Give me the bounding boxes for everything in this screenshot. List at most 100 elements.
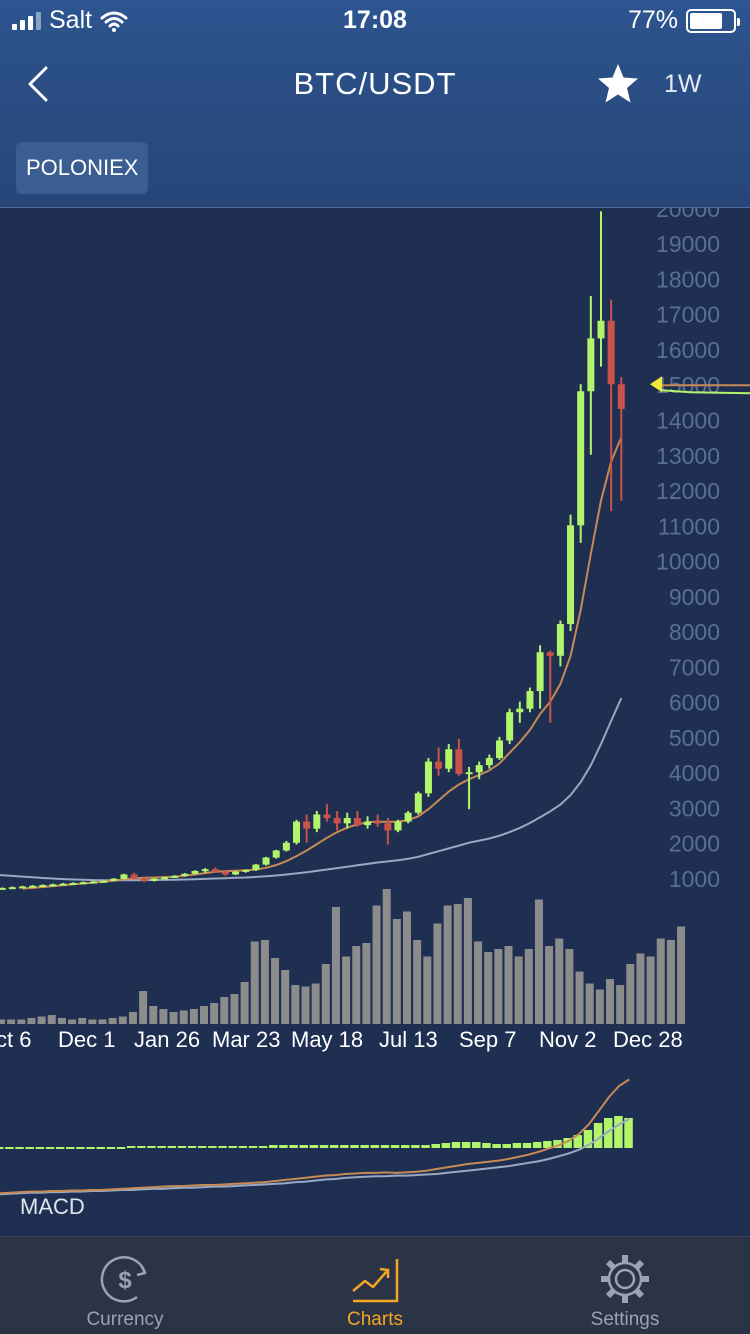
volume-bar — [656, 938, 665, 1024]
volume-bar — [271, 958, 280, 1024]
y-tick-label: 13000 — [656, 443, 720, 469]
chart-area[interactable]: 20000 19000 18000 17000 16000 15000 14000 13000… — [0, 208, 750, 1236]
volume-bar — [128, 1012, 137, 1024]
candle — [8, 886, 16, 890]
volume-bar — [545, 946, 554, 1024]
candle — [272, 849, 280, 859]
candle-body — [232, 871, 240, 875]
candle — [435, 747, 443, 776]
candle-body — [556, 624, 564, 656]
candle-body — [242, 869, 250, 872]
macd-histogram-bar — [482, 1143, 491, 1148]
tab-label-currency: Currency — [86, 1309, 164, 1330]
candle-body — [526, 691, 534, 709]
macd-histogram-bar — [96, 1147, 105, 1149]
candle-body — [120, 874, 128, 879]
candle-body — [404, 812, 412, 822]
gear-tooth — [634, 1288, 645, 1299]
exchange-selector[interactable]: POLONIEX — [16, 142, 149, 194]
macd-histogram-bar — [208, 1146, 217, 1148]
y-tick-label: 7000 — [669, 654, 720, 680]
macd-histogram-bar — [502, 1144, 511, 1148]
status-bar: Salt 17:08 77% — [0, 0, 750, 40]
volume-bar — [565, 949, 574, 1024]
candle — [110, 878, 118, 882]
macd-panel: MACD — [0, 1078, 633, 1219]
volume-bar — [17, 1019, 26, 1024]
macd-histogram-bar — [360, 1145, 369, 1148]
macd-histogram-bar — [289, 1145, 298, 1148]
candle-body — [262, 857, 270, 865]
macd-histogram-bar — [258, 1146, 268, 1148]
candle — [546, 650, 554, 723]
macd-histogram-bar — [299, 1145, 308, 1148]
volume-bar — [281, 970, 290, 1024]
candle — [171, 875, 179, 878]
y-axis: 2000019000180001700016000150001400013000… — [656, 208, 720, 892]
macd-histogram-bar — [563, 1138, 572, 1148]
gear-tooth — [605, 1259, 616, 1270]
macd-histogram-bar — [238, 1146, 248, 1148]
macd-histogram-bar — [350, 1145, 359, 1148]
volume-bar — [57, 1018, 66, 1024]
volume-bar — [260, 940, 269, 1024]
candle-body — [303, 821, 311, 829]
x-axis-label: Sep 7 — [459, 1027, 517, 1052]
candle-body — [364, 821, 372, 826]
candle — [18, 885, 26, 889]
y-tick-label: 6000 — [669, 690, 720, 716]
volume-bar — [78, 1018, 87, 1024]
macd-histogram-bar — [441, 1143, 451, 1148]
back-button[interactable] — [18, 62, 58, 106]
macd-histogram-bar — [401, 1145, 410, 1148]
tab-currency[interactable]: $ Currency — [0, 1237, 250, 1334]
macd-histogram-bar — [472, 1142, 481, 1148]
wifi-icon — [100, 11, 128, 32]
candle-body — [8, 887, 16, 890]
x-axis-label: Jan 26 — [134, 1027, 200, 1052]
volume-bar — [403, 911, 411, 1024]
candle — [567, 514, 575, 632]
tab-charts[interactable]: Charts — [250, 1237, 500, 1334]
candle-body — [191, 870, 199, 874]
volume-bar — [250, 941, 259, 1024]
candle — [29, 885, 37, 888]
volume-bar — [98, 1019, 107, 1024]
macd-histogram-bar — [248, 1146, 258, 1148]
macd-histogram-bar — [55, 1147, 65, 1149]
macd-histogram-bar — [86, 1147, 95, 1149]
battery-level — [690, 12, 723, 29]
period-selector[interactable]: 1W — [664, 70, 702, 98]
volume-bar — [677, 926, 686, 1024]
candle — [262, 856, 270, 866]
candle — [282, 840, 290, 852]
favorite-button[interactable] — [596, 62, 640, 106]
volume-bar — [291, 985, 300, 1024]
candle — [201, 868, 209, 873]
candle — [191, 870, 199, 875]
candle-body — [577, 391, 585, 526]
svg-text:$: $ — [118, 1267, 132, 1294]
volume-bar — [37, 1016, 46, 1024]
candle-body — [221, 871, 229, 875]
ma-fast-line — [22, 436, 623, 890]
price-marker — [650, 376, 750, 395]
candle-body — [384, 823, 392, 831]
signal-strength-icon — [12, 11, 41, 30]
y-tick-label: 9000 — [669, 584, 720, 610]
macd-histogram-bar — [187, 1146, 197, 1148]
price-chart[interactable]: 2000019000180001700016000150001400013000… — [0, 208, 750, 1236]
macd-histogram-bar — [269, 1145, 278, 1148]
volume-bar — [0, 1019, 5, 1024]
candle — [475, 761, 483, 780]
candle — [445, 743, 453, 773]
candle — [232, 870, 240, 876]
macd-histogram-bar — [309, 1145, 319, 1148]
tab-settings[interactable]: Settings — [500, 1237, 750, 1334]
candle-body — [293, 821, 300, 843]
volume-bar — [534, 899, 543, 1024]
volume-bar — [524, 949, 533, 1024]
moving-average-lines — [0, 436, 623, 890]
candle-body — [567, 525, 575, 625]
navigation-bar: BTC/USDT 1W — [0, 48, 750, 120]
